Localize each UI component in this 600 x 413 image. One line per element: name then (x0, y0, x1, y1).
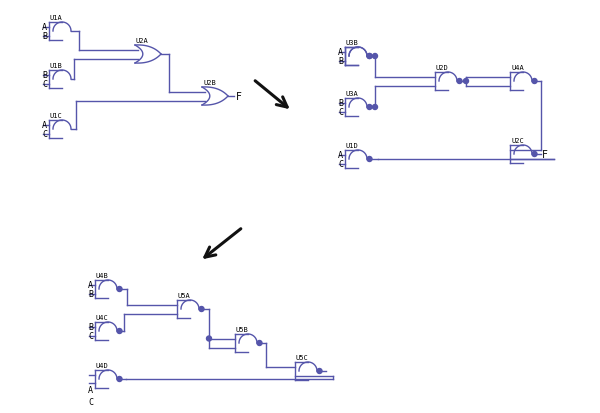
Text: A: A (338, 48, 343, 57)
Text: U4A: U4A (511, 65, 524, 71)
Circle shape (532, 152, 537, 157)
Circle shape (367, 105, 372, 110)
Text: B: B (42, 71, 47, 80)
Text: U1D: U1D (346, 142, 359, 149)
Text: A: A (88, 280, 93, 289)
Text: B: B (88, 322, 93, 331)
Circle shape (117, 329, 122, 334)
Text: C: C (42, 130, 47, 139)
Text: U2A: U2A (136, 38, 149, 44)
Circle shape (367, 55, 372, 59)
Text: U4B: U4B (96, 272, 109, 278)
Text: F: F (542, 150, 548, 159)
Text: A: A (88, 385, 93, 394)
Text: A: A (42, 121, 47, 130)
Text: U3B: U3B (346, 40, 359, 46)
Text: C: C (338, 108, 343, 117)
Circle shape (464, 79, 469, 84)
Circle shape (117, 377, 122, 382)
Text: U2B: U2B (203, 80, 216, 86)
Text: U5C: U5C (296, 354, 309, 360)
Text: U4C: U4C (96, 314, 109, 320)
Text: U1B: U1B (50, 63, 63, 69)
Circle shape (373, 105, 377, 110)
Text: C: C (88, 331, 93, 340)
Text: U2C: U2C (511, 138, 524, 144)
Text: U5B: U5B (236, 326, 249, 332)
Text: B: B (42, 32, 47, 41)
Text: B: B (88, 289, 93, 298)
Text: A: A (42, 23, 47, 32)
Text: U2D: U2D (436, 65, 449, 71)
Circle shape (206, 336, 212, 341)
Text: U5A: U5A (178, 292, 191, 298)
Circle shape (367, 55, 372, 59)
Text: U1C: U1C (50, 113, 63, 119)
Circle shape (199, 307, 204, 312)
Circle shape (257, 341, 262, 346)
Circle shape (317, 369, 322, 374)
Text: U4D: U4D (96, 362, 109, 368)
Text: C: C (88, 397, 93, 406)
Text: U3A: U3A (346, 91, 359, 97)
Text: C: C (42, 80, 47, 89)
Circle shape (457, 79, 462, 84)
Text: F: F (236, 92, 242, 102)
Circle shape (532, 79, 537, 84)
Text: B: B (338, 99, 343, 108)
Circle shape (117, 287, 122, 292)
Circle shape (367, 157, 372, 162)
Text: U1A: U1A (50, 15, 63, 21)
Text: C: C (338, 159, 343, 169)
Text: A: A (338, 151, 343, 159)
Text: B: B (338, 57, 343, 66)
Circle shape (373, 55, 377, 59)
